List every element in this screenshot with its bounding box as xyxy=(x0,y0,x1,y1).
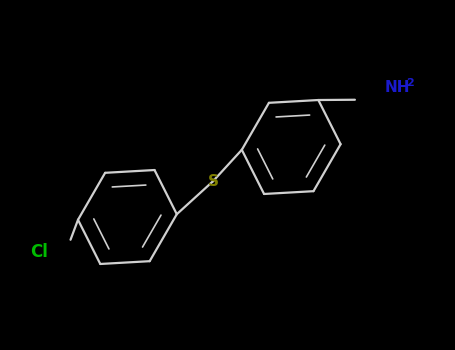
Text: S: S xyxy=(207,174,218,189)
Text: 2: 2 xyxy=(406,77,414,88)
Text: Cl: Cl xyxy=(30,243,48,261)
Text: NH: NH xyxy=(384,80,410,95)
